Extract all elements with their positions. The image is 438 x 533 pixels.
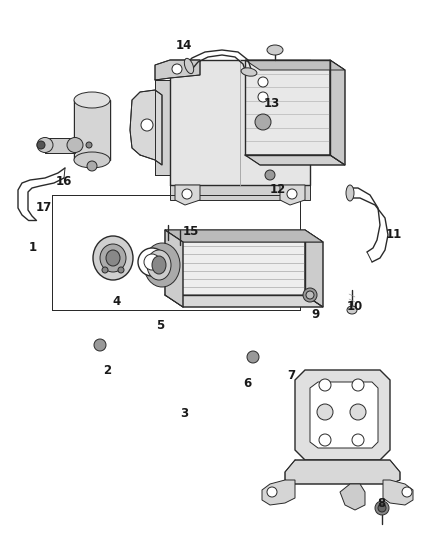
Ellipse shape: [350, 404, 366, 420]
Polygon shape: [155, 60, 200, 80]
Polygon shape: [305, 230, 323, 307]
Ellipse shape: [67, 138, 83, 152]
Ellipse shape: [74, 152, 110, 168]
Text: 5: 5: [156, 319, 164, 332]
Ellipse shape: [106, 250, 120, 266]
Text: 2: 2: [103, 364, 111, 377]
Ellipse shape: [319, 434, 331, 446]
Text: 14: 14: [176, 39, 192, 52]
Text: 1: 1: [29, 241, 37, 254]
Ellipse shape: [86, 142, 92, 148]
Polygon shape: [165, 230, 323, 242]
Polygon shape: [45, 138, 75, 152]
Ellipse shape: [375, 501, 389, 515]
Ellipse shape: [147, 250, 171, 280]
Text: 9: 9: [311, 308, 319, 321]
Text: 10: 10: [346, 300, 363, 313]
Ellipse shape: [87, 161, 97, 171]
Ellipse shape: [347, 306, 357, 314]
Text: 4: 4: [112, 295, 120, 308]
Ellipse shape: [138, 248, 166, 276]
Ellipse shape: [317, 404, 333, 420]
Text: 12: 12: [270, 183, 286, 196]
Polygon shape: [165, 295, 323, 307]
Polygon shape: [245, 155, 345, 165]
Ellipse shape: [306, 291, 314, 299]
Polygon shape: [165, 230, 305, 295]
Polygon shape: [155, 80, 170, 175]
Polygon shape: [262, 480, 295, 505]
Polygon shape: [245, 60, 330, 155]
Ellipse shape: [241, 68, 257, 76]
Ellipse shape: [100, 244, 126, 272]
Ellipse shape: [182, 189, 192, 199]
Ellipse shape: [118, 267, 124, 273]
Ellipse shape: [184, 58, 194, 74]
Ellipse shape: [319, 379, 331, 391]
Polygon shape: [170, 60, 310, 185]
Polygon shape: [280, 185, 305, 205]
Ellipse shape: [378, 504, 386, 512]
Ellipse shape: [144, 254, 160, 270]
Ellipse shape: [265, 170, 275, 180]
Ellipse shape: [152, 256, 166, 274]
Ellipse shape: [258, 77, 268, 87]
Polygon shape: [52, 195, 300, 310]
Ellipse shape: [37, 141, 45, 149]
Text: 17: 17: [35, 201, 52, 214]
Ellipse shape: [247, 351, 259, 363]
Polygon shape: [130, 90, 162, 165]
Polygon shape: [170, 185, 310, 200]
Polygon shape: [74, 100, 110, 160]
Polygon shape: [330, 60, 345, 165]
Polygon shape: [165, 230, 183, 307]
Ellipse shape: [37, 138, 53, 152]
Text: 15: 15: [182, 225, 199, 238]
Ellipse shape: [74, 92, 110, 108]
Text: 8: 8: [377, 497, 385, 510]
Text: 7: 7: [287, 369, 295, 382]
Polygon shape: [310, 382, 378, 448]
Ellipse shape: [267, 487, 277, 497]
Text: 3: 3: [180, 407, 188, 419]
Ellipse shape: [258, 92, 268, 102]
Ellipse shape: [352, 379, 364, 391]
Ellipse shape: [144, 243, 180, 287]
Ellipse shape: [402, 487, 412, 497]
Ellipse shape: [102, 267, 108, 273]
Polygon shape: [245, 60, 345, 70]
Ellipse shape: [352, 434, 364, 446]
Ellipse shape: [94, 339, 106, 351]
Text: 11: 11: [386, 228, 403, 241]
Ellipse shape: [287, 189, 297, 199]
Ellipse shape: [303, 288, 317, 302]
Ellipse shape: [172, 64, 182, 74]
Polygon shape: [285, 460, 400, 484]
Ellipse shape: [346, 185, 354, 201]
Text: 6: 6: [244, 377, 251, 390]
Ellipse shape: [267, 45, 283, 55]
Polygon shape: [175, 185, 200, 205]
Polygon shape: [383, 480, 413, 505]
Polygon shape: [295, 370, 390, 460]
Ellipse shape: [141, 119, 153, 131]
Ellipse shape: [255, 114, 271, 130]
Text: 13: 13: [263, 98, 280, 110]
Ellipse shape: [93, 236, 133, 280]
Polygon shape: [340, 484, 365, 510]
Text: 16: 16: [55, 175, 72, 188]
